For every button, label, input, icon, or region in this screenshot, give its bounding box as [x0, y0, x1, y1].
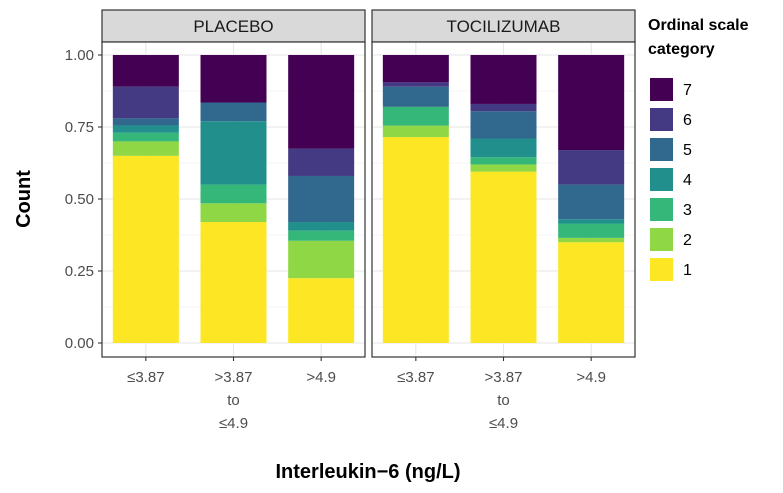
- bar-segment-6: [112, 86, 179, 119]
- y-axis-title: Count: [13, 170, 35, 228]
- y-tick-label: 1.00: [65, 47, 94, 64]
- bar-segment-5: [288, 175, 355, 223]
- legend-label-1: 1: [683, 262, 692, 279]
- facet-strip-placebo: PLACEBO: [101, 9, 366, 43]
- bar-segment-4: [558, 219, 625, 224]
- bar-segment-4: [470, 138, 537, 158]
- y-tick-label: 0.75: [65, 119, 94, 136]
- bar-segment-7: [558, 55, 625, 151]
- bar-segment-1: [200, 222, 267, 343]
- facet-label-placebo: PLACEBO: [193, 17, 273, 36]
- panel-placebo: [101, 41, 366, 358]
- legend-swatch-4: [650, 168, 673, 191]
- x-tick-label: ≤3.87: [127, 369, 164, 386]
- legend-swatch-7: [650, 78, 673, 101]
- bar-segment-2: [558, 237, 625, 243]
- bar-segment-5: [382, 86, 449, 107]
- x-tick-label: to: [497, 392, 510, 409]
- bar-segment-2: [288, 240, 355, 279]
- bar-segment-3: [558, 223, 625, 238]
- bar-segment-4: [288, 222, 355, 231]
- legend-swatch-5: [650, 138, 673, 161]
- legend-swatch-2: [650, 228, 673, 251]
- bar-segment-4: [112, 125, 179, 133]
- x-tick-label: >4.9: [576, 369, 606, 386]
- x-tick-label: ≤4.9: [219, 415, 248, 432]
- bar-segment-7: [112, 55, 179, 87]
- panel-tocilizumab: [371, 41, 636, 358]
- bar-segment-6: [470, 103, 537, 112]
- legend-title-line-2: category: [648, 41, 715, 58]
- legend-label-7: 7: [683, 82, 692, 99]
- bar-segment-2: [112, 141, 179, 156]
- bar-segment-1: [558, 242, 625, 343]
- legend-label-5: 5: [683, 142, 692, 159]
- x-tick-label: >4.9: [306, 369, 336, 386]
- bar-segment-7: [200, 55, 267, 103]
- x-tick-label: ≤3.87: [397, 369, 434, 386]
- bar-segment-3: [382, 106, 449, 126]
- bar-segment-1: [382, 137, 449, 343]
- bar-segment-4: [200, 121, 267, 185]
- bar-segment-3: [288, 230, 355, 241]
- bar-segment-6: [558, 150, 625, 185]
- legend-swatch-1: [650, 258, 673, 281]
- bar-segment-2: [382, 125, 449, 138]
- y-tick-label: 0.50: [65, 191, 94, 208]
- bar-segment-6: [382, 82, 449, 87]
- x-tick-label: ≤4.9: [489, 415, 518, 432]
- bar-segment-3: [200, 184, 267, 204]
- y-axis-ticks: 0.00 0.25 0.50 0.75 1.00: [65, 47, 102, 352]
- bar-segment-1: [288, 278, 355, 343]
- x-tick-label: >3.87: [485, 369, 523, 386]
- bar-segment-6: [288, 148, 355, 176]
- legend-label-3: 3: [683, 202, 692, 219]
- bar-segment-7: [470, 55, 537, 104]
- bar-segment-5: [112, 118, 179, 126]
- facet-strip-tocilizumab: TOCILIZUMAB: [371, 9, 636, 43]
- bar-segment-2: [200, 203, 267, 223]
- bar-segment-7: [382, 55, 449, 83]
- legend-label-4: 4: [683, 172, 692, 189]
- x-axis-ticks: ≤3.87 >3.87 to ≤4.9 >4.9 ≤3.87 >3.87 to ≤4.9 >4.9: [127, 357, 606, 432]
- bar-segment-1: [470, 171, 537, 343]
- bar-segment-5: [558, 184, 625, 220]
- legend: Ordinal scale category 7 6 5 4 3 2 1: [648, 17, 749, 281]
- facet-label-tocilizumab: TOCILIZUMAB: [447, 17, 561, 36]
- legend-title-line-1: Ordinal scale: [648, 17, 749, 34]
- legend-swatch-6: [650, 108, 673, 131]
- legend-label-6: 6: [683, 112, 692, 129]
- legend-label-2: 2: [683, 232, 692, 249]
- x-axis-title: Interleukin−6 (ng/L): [275, 461, 460, 483]
- legend-swatch-3: [650, 198, 673, 221]
- bar-segment-1: [112, 155, 179, 343]
- y-tick-label: 0.25: [65, 263, 94, 280]
- x-tick-label: to: [227, 392, 240, 409]
- bar-segment-5: [200, 102, 267, 122]
- bar-segment-2: [470, 164, 537, 172]
- bar-segment-3: [470, 157, 537, 165]
- y-tick-label: 0.00: [65, 335, 94, 352]
- bar-segment-3: [112, 132, 179, 142]
- bar-segment-7: [288, 55, 355, 149]
- bar-segment-5: [470, 111, 537, 139]
- x-tick-label: >3.87: [215, 369, 253, 386]
